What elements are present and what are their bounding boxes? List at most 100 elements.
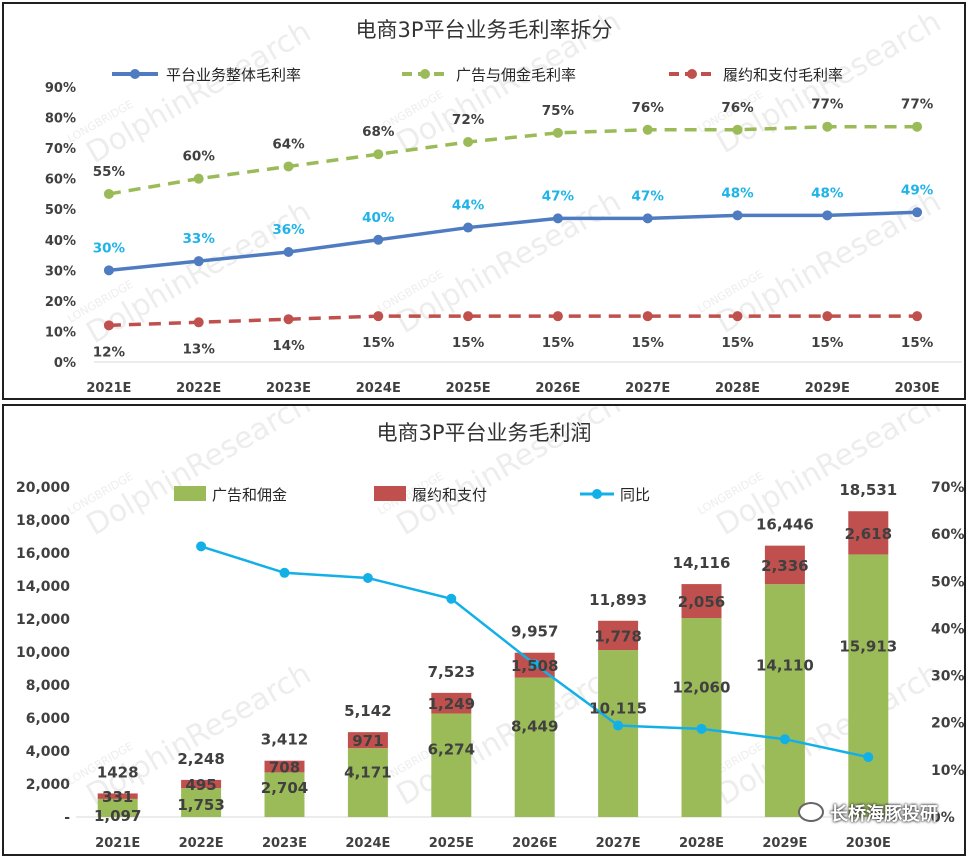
y-tick-label: 12,000	[16, 612, 70, 628]
y-tick-label: 80%	[45, 112, 76, 127]
bar-total-label: 5,142	[344, 702, 391, 720]
y-tick-label: 40%	[45, 234, 76, 249]
x-tick-label: 2026E	[512, 836, 557, 851]
y-tick-label: 10,000	[16, 645, 70, 661]
bar-segment-0	[848, 554, 889, 817]
bottom-watermark-4: DolphinResearch	[391, 656, 627, 813]
bar-label-green: 4,171	[344, 763, 391, 781]
y2-tick-label: 10%	[931, 763, 964, 779]
data-label: 47%	[632, 188, 665, 204]
data-label: 48%	[811, 185, 844, 201]
bar-total-label: 3,412	[261, 731, 308, 749]
bar-segment-1	[97, 793, 138, 799]
data-label: 76%	[632, 100, 665, 116]
chart-title: 电商3P平台业务毛利率拆分	[355, 18, 612, 42]
y-tick-label: 2,000	[26, 777, 71, 793]
bar-label-red: 971	[352, 732, 383, 750]
series-line-0	[108, 210, 918, 273]
series-point	[463, 137, 474, 147]
data-label: 77%	[901, 97, 934, 113]
x-tick-label: 2030E	[895, 381, 940, 396]
data-label: 15%	[721, 335, 754, 351]
bar-segment-1	[681, 584, 722, 619]
yoy-point	[779, 734, 790, 745]
brand-label: 长桥海豚投研	[830, 804, 938, 825]
bar-total-label: 18,531	[839, 481, 897, 499]
x-tick-label: 2023E	[262, 836, 307, 851]
legend-label: 同比	[620, 486, 650, 504]
x-tick-label: 2027E	[596, 836, 641, 851]
bar-segment-0	[264, 772, 305, 817]
x-tick-label: 2028E	[679, 836, 724, 851]
bar-segment-0	[681, 618, 722, 817]
data-label: 15%	[542, 335, 575, 351]
data-label: 60%	[183, 149, 216, 165]
bar-total-label: 16,446	[756, 516, 814, 534]
y2-tick-label: 70%	[931, 480, 964, 496]
series-point	[732, 311, 743, 322]
bar-segment-1	[598, 620, 639, 651]
y-tick-label: 70%	[45, 142, 76, 157]
legend-label: 广告与佣金毛利率	[456, 66, 576, 84]
bottom-watermark-2: DolphinResearch	[711, 406, 947, 543]
y-tick-label: -	[64, 810, 70, 826]
bar-label-red: 2,618	[845, 525, 892, 543]
data-label: 77%	[811, 97, 844, 113]
bar-segment-0	[181, 788, 222, 817]
x-tick-label: 2026E	[535, 381, 580, 396]
series-point	[193, 256, 204, 267]
data-label: 49%	[901, 182, 934, 198]
bar-label-green: 2,704	[261, 779, 308, 797]
x-tick-label: 2022E	[176, 381, 221, 396]
bar-segment-1	[764, 545, 805, 585]
yoy-point	[529, 659, 540, 670]
series-point	[463, 311, 474, 322]
data-label: 13%	[183, 341, 216, 357]
series-point	[642, 311, 653, 322]
yoy-point	[446, 593, 457, 604]
y-tick-label: 50%	[45, 203, 76, 218]
bar-label-red: 495	[185, 776, 216, 794]
x-tick-label: 2030E	[846, 836, 891, 851]
series-point	[912, 121, 923, 132]
series-point	[552, 311, 563, 322]
x-tick-label: 2025E	[429, 836, 474, 851]
series-point	[373, 149, 384, 160]
series-point	[642, 124, 653, 135]
gross-profit-chart: DolphinResearch LONGBRIDGE DolphinResearch…	[2, 404, 966, 856]
series-line-1	[108, 124, 918, 196]
legend-swatch-marker	[687, 69, 697, 79]
wechat-icon	[798, 802, 824, 822]
bar-total-label: 1428	[97, 763, 139, 781]
bar-label-green: 8,449	[511, 717, 558, 735]
yoy-point	[613, 720, 624, 731]
data-label: 75%	[542, 103, 575, 119]
bar-segment-1	[181, 779, 222, 789]
bar-label-red: 1,249	[428, 695, 475, 713]
bar-label-green: 15,913	[839, 637, 897, 655]
bar-segment-0	[347, 748, 388, 817]
series-point	[912, 311, 923, 322]
bar-total-label: 9,957	[511, 623, 558, 641]
legend-label: 平台业务整体毛利率	[166, 66, 301, 84]
x-tick-label: 2029E	[762, 836, 807, 851]
legend-label: 履约和支付毛利率	[723, 66, 843, 84]
bar-segment-0	[97, 798, 138, 817]
bar-label-red: 1,508	[511, 657, 558, 675]
yoy-point	[362, 572, 373, 583]
series-point	[103, 188, 114, 199]
series-point	[283, 247, 294, 257]
bar-label-green: 1,097	[94, 807, 141, 825]
series-point	[463, 222, 474, 233]
series-point	[193, 173, 204, 184]
bar-segment-0	[598, 650, 639, 817]
data-label: 30%	[93, 240, 126, 256]
series-point	[193, 317, 204, 328]
y2-tick-label: 30%	[931, 669, 964, 685]
bar-label-red: 2,056	[678, 593, 725, 611]
series-point	[283, 314, 294, 325]
bar-segment-1	[431, 692, 472, 714]
y2-tick-label: 40%	[931, 621, 964, 637]
gross-margin-breakdown-chart: DolphinResearch LONGBRIDGE DolphinResearch…	[2, 2, 966, 400]
series-point	[732, 124, 743, 135]
